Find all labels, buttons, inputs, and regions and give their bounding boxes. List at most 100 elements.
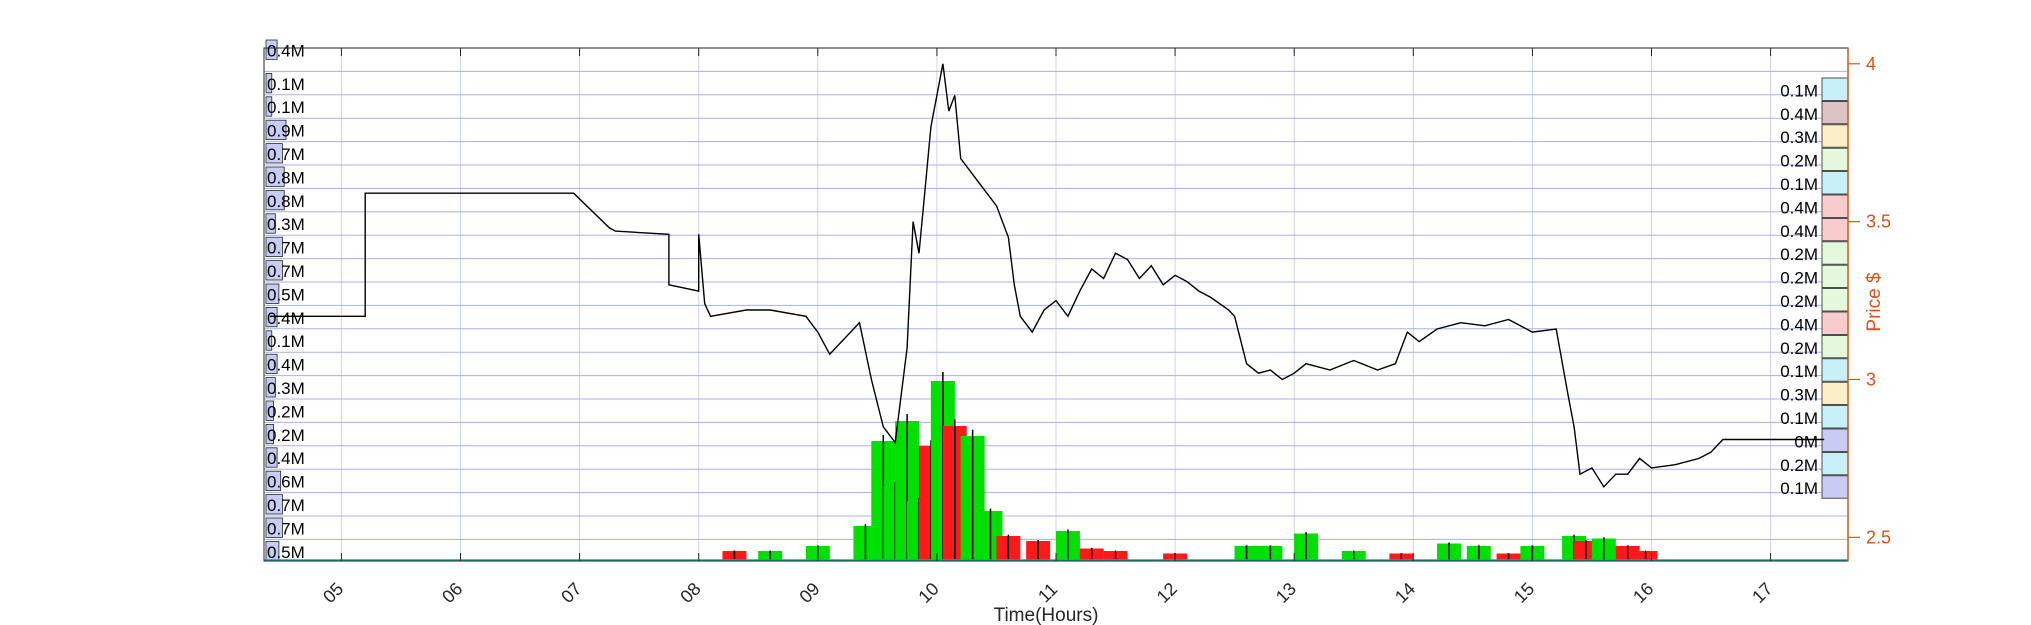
y-tick-label: 3 xyxy=(1866,369,1876,389)
right-profile-label: 0.2M xyxy=(1780,269,1818,288)
axes: 05 06 07 08 09 10 11 12 13 14 15 16 17 2.5 3 3.5 4 xyxy=(263,47,1891,607)
y-tick-label: 4 xyxy=(1866,54,1876,74)
price-series xyxy=(270,63,1825,488)
right-profile-label: 0.4M xyxy=(1780,222,1818,241)
left-volume-profile: 0.4M 0.1M 0.1M 0.9M 0.7M 0.8M 0.8M 0.3M 0.7M 0.7M… xyxy=(265,39,305,562)
left-profile-bar xyxy=(265,39,278,60)
left-profile-bar xyxy=(265,283,280,304)
left-profile-label: 0.8M xyxy=(267,192,305,211)
right-profile-bar xyxy=(1821,428,1849,452)
right-profile-bar xyxy=(1821,147,1849,171)
right-profile-label: 0.4M xyxy=(1780,105,1818,124)
left-profile-bar xyxy=(265,400,274,421)
left-profile-label: 0.4M xyxy=(267,41,305,60)
x-tick-label: 10 xyxy=(915,579,943,607)
left-profile-bar xyxy=(265,119,287,140)
left-profile-label: 0.3M xyxy=(267,379,305,398)
right-profile-label: 0.4M xyxy=(1780,198,1818,217)
right-profile-bar xyxy=(1821,171,1849,195)
left-profile-label: 0.7M xyxy=(267,262,305,281)
x-tick-label: 07 xyxy=(557,579,585,607)
y-axis-label-right: Price $ xyxy=(1864,272,1885,332)
right-profile-label: 0.1M xyxy=(1780,81,1818,100)
right-profile-bar xyxy=(1821,358,1849,382)
right-profile-label: 0M xyxy=(1794,432,1818,451)
left-profile-label: 0.6M xyxy=(267,473,305,492)
grid-layer xyxy=(264,47,1848,561)
left-profile-label: 0.1M xyxy=(267,75,305,94)
left-profile-label: 0.7M xyxy=(267,239,305,258)
right-profile-label: 0.2M xyxy=(1780,245,1818,264)
right-profile-label: 0.3M xyxy=(1780,128,1818,147)
left-profile-label: 0.5M xyxy=(267,285,305,304)
left-profile-bar xyxy=(265,377,276,398)
right-profile-bar xyxy=(1821,77,1849,101)
x-tick-label: 15 xyxy=(1510,579,1538,607)
left-profile-bar xyxy=(265,306,278,328)
right-profile-bar xyxy=(1821,405,1849,429)
left-profile-label: 0.5M xyxy=(267,543,305,562)
x-tick-label: 17 xyxy=(1748,579,1776,607)
left-profile-bar xyxy=(265,447,278,468)
x-tick-label: 16 xyxy=(1629,579,1657,607)
left-profile-bar xyxy=(265,236,283,257)
x-tick-label: 09 xyxy=(795,579,823,607)
right-volume-profile: 0.1M 0.4M 0.3M 0.2M 0.1M 0.4M 0.4M 0.2M 0.2M 0.2M… xyxy=(1780,77,1849,499)
right-profile-bar xyxy=(1821,241,1849,265)
y-tick-label: 3.5 xyxy=(1866,212,1891,232)
left-profile-label: 0.4M xyxy=(267,309,305,328)
left-profile-label: 0.7M xyxy=(267,496,305,515)
right-profile-label: 0.4M xyxy=(1780,315,1818,334)
right-profile-label: 0.2M xyxy=(1780,152,1818,171)
price-line xyxy=(270,63,1825,488)
left-profile-label: 0.3M xyxy=(267,215,305,234)
right-profile-bar xyxy=(1821,311,1849,335)
left-profile-bar xyxy=(265,143,283,164)
x-axis-label: Time(Hours) xyxy=(994,605,1099,625)
right-profile-bar xyxy=(1821,288,1849,312)
x-tick-label: 08 xyxy=(676,579,704,607)
right-profile-label: 0.1M xyxy=(1780,409,1818,428)
left-profile-bar xyxy=(265,353,278,375)
right-profile-label: 0.1M xyxy=(1780,175,1818,194)
right-profile-bar xyxy=(1821,101,1849,125)
x-tick-label: 11 xyxy=(1034,579,1061,606)
left-profile-bar xyxy=(265,423,274,445)
x-tick-label: 06 xyxy=(438,579,466,607)
right-profile-label: 0.2M xyxy=(1780,292,1818,311)
left-profile-bar xyxy=(265,96,273,117)
left-profile-label: 0.7M xyxy=(267,519,305,538)
right-profile-bar xyxy=(1821,124,1849,148)
left-profile-label: 0.2M xyxy=(267,402,305,421)
x-tick-label: 05 xyxy=(319,579,347,607)
left-profile-bar xyxy=(265,517,283,538)
left-profile-label: 0.1M xyxy=(267,332,305,351)
left-profile-bar xyxy=(265,166,285,187)
x-tick-label: 12 xyxy=(1153,579,1181,607)
x-tick-label: 13 xyxy=(1272,579,1300,607)
left-profile-label: 0.8M xyxy=(267,168,305,187)
right-profile-bar xyxy=(1821,451,1849,476)
right-profile-bar xyxy=(1821,194,1849,218)
right-profile-bar xyxy=(1821,217,1849,242)
volume-bars xyxy=(264,372,1848,561)
right-profile-label: 0.3M xyxy=(1780,386,1818,405)
left-profile-label: 0.2M xyxy=(267,426,305,445)
left-profile-label: 0.7M xyxy=(267,145,305,164)
right-profile-label: 0.1M xyxy=(1780,362,1818,381)
y-tick-label: 2.5 xyxy=(1866,527,1891,547)
left-profile-bar xyxy=(265,189,285,211)
left-profile-bar xyxy=(265,73,273,94)
right-profile-bar xyxy=(1821,334,1849,359)
left-profile-label: 0.9M xyxy=(267,122,305,141)
left-profile-label: 0.1M xyxy=(267,98,305,117)
left-profile-bar xyxy=(265,260,283,281)
left-profile-label: 0.4M xyxy=(267,356,305,375)
right-profile-bar xyxy=(1821,264,1849,289)
right-profile-label: 0.1M xyxy=(1780,479,1818,498)
left-profile-bar xyxy=(265,470,282,492)
left-profile-label: 0.4M xyxy=(267,449,305,468)
right-profile-bar xyxy=(1821,381,1849,406)
right-profile-bar xyxy=(1821,475,1849,499)
